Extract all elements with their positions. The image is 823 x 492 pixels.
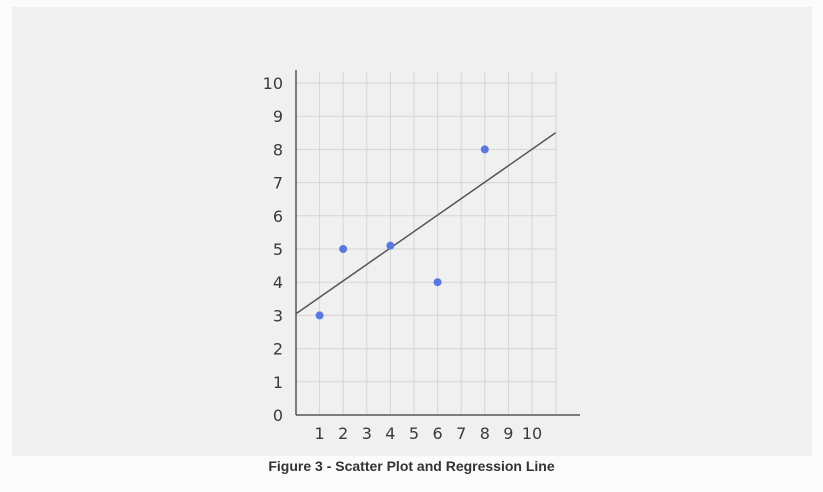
- data-point: [433, 278, 442, 287]
- x-tick-label: 9: [503, 424, 513, 443]
- y-tick-label: 8: [273, 140, 283, 159]
- x-tick-label: 10: [522, 424, 542, 443]
- data-points: [315, 145, 489, 320]
- x-tick-label: 3: [362, 424, 372, 443]
- y-tick-label: 5: [273, 240, 283, 259]
- axes: [295, 70, 580, 416]
- x-tick-label: 4: [385, 424, 395, 443]
- grid: [296, 72, 557, 415]
- data-point: [480, 145, 489, 154]
- y-tick-label: 4: [273, 273, 283, 292]
- data-point: [315, 311, 324, 320]
- y-tick-label: 7: [273, 174, 283, 193]
- x-tick-label: 1: [315, 424, 325, 443]
- data-point: [386, 241, 395, 250]
- x-tick-label: 5: [409, 424, 419, 443]
- regression-line-layer: [295, 132, 557, 315]
- y-tick-label: 1: [273, 373, 283, 392]
- y-tick-label: 9: [273, 107, 283, 126]
- figure-panel: [12, 7, 812, 456]
- y-tick-label: 3: [273, 306, 283, 325]
- figure-caption: Figure 3 - Scatter Plot and Regression L…: [268, 458, 555, 474]
- y-tick-label: 2: [273, 340, 283, 359]
- x-tick-label: 8: [480, 424, 490, 443]
- y-tick-label: 10: [263, 74, 283, 93]
- x-tick-label: 6: [433, 424, 443, 443]
- x-tick-label: 7: [456, 424, 466, 443]
- x-tick-label: 2: [338, 424, 348, 443]
- data-point: [339, 245, 348, 253]
- regression-line: [295, 132, 557, 315]
- y-tick-label: 6: [273, 207, 283, 226]
- y-tick-label: 0: [273, 406, 283, 425]
